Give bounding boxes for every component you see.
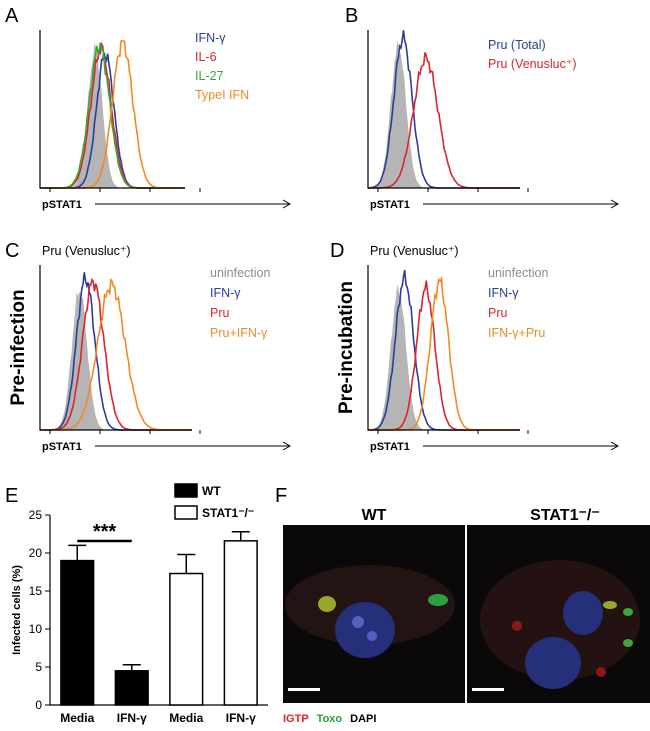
legend-entry: Pru (Total) xyxy=(488,38,546,52)
x-arrow-head xyxy=(282,441,292,451)
legend-entry: IFN-γ xyxy=(195,31,226,45)
y-tick-label: 5 xyxy=(35,660,42,674)
histogram-panel: C Pru (Venusluc⁺) Pre-infection pSTAT1 uninf… xyxy=(5,240,292,453)
stain-label: DAPI xyxy=(350,713,376,725)
panel-label: D xyxy=(330,240,344,262)
bar xyxy=(60,559,95,706)
panel-subtitle: Pru (Venusluc⁺) xyxy=(42,244,131,258)
x-arrow-head xyxy=(610,199,620,209)
y-tick-label: 15 xyxy=(29,584,43,598)
panel-label: B xyxy=(345,5,358,27)
x-tick-label: Media xyxy=(169,711,203,725)
y-tick-label: 20 xyxy=(29,546,43,560)
error-bar xyxy=(177,553,196,574)
legend-swatch xyxy=(174,505,198,520)
error-bar xyxy=(122,663,141,671)
legend-entry: uninfection xyxy=(488,266,549,280)
legend-entry: IFN-γ xyxy=(488,286,519,300)
axes xyxy=(39,30,185,189)
y-tick-label: 0 xyxy=(35,698,42,712)
legend-swatch xyxy=(174,483,198,498)
legend-entry: Pru xyxy=(210,306,230,320)
y-axis-label: Pre-infection xyxy=(8,289,29,405)
x-tick-label: IFN-γ xyxy=(117,711,147,725)
micrograph-stat1 xyxy=(467,525,650,703)
bar xyxy=(114,670,149,706)
legend-entry: STAT1⁻/⁻ xyxy=(202,506,254,520)
legend-entry: IFN-γ xyxy=(210,286,241,300)
legend-entry: IL-6 xyxy=(195,50,217,64)
panel-label: C xyxy=(5,240,19,262)
bar xyxy=(169,572,204,706)
panel-label: A xyxy=(5,5,19,27)
axes xyxy=(39,265,192,431)
x-axis-label: pSTAT1 xyxy=(42,441,82,453)
image-title: STAT1⁻/⁻ xyxy=(530,507,600,524)
legend-entry: IL-27 xyxy=(195,69,224,83)
panel-label: F xyxy=(275,485,287,507)
y-tick-label: 10 xyxy=(29,622,43,636)
histogram-fill xyxy=(368,284,520,430)
error-bar xyxy=(231,530,250,541)
y-tick-label: 25 xyxy=(29,508,43,522)
y-axis-label: Pre-incubation xyxy=(336,281,357,414)
legend-entry: uninfection xyxy=(210,266,271,280)
axes xyxy=(367,30,520,189)
legend-entry: TypeI IFN xyxy=(195,88,249,102)
bar xyxy=(223,540,258,706)
annotation: *** xyxy=(93,521,117,543)
error-bar xyxy=(68,544,87,561)
x-arrow-head xyxy=(610,441,620,451)
stain-label: Toxo xyxy=(317,713,343,725)
x-axis-label: pSTAT1 xyxy=(370,441,410,453)
panel-label: E xyxy=(5,485,18,507)
histogram-line xyxy=(40,277,192,431)
legend-entry: Pru xyxy=(488,306,508,320)
y-axis-label: Infected cells (%) xyxy=(11,565,23,655)
micrograph-wt xyxy=(283,525,465,703)
legend-entry: IFN-γ+Pru xyxy=(488,326,545,340)
x-axis-label: pSTAT1 xyxy=(42,199,82,211)
x-axis-label: pSTAT1 xyxy=(370,199,410,211)
histogram-fill xyxy=(40,291,192,430)
x-tick-label: Media xyxy=(60,711,94,725)
histogram-line xyxy=(40,41,185,189)
histogram-line xyxy=(40,277,192,431)
histogram-panel: D Pru (Venusluc⁺) Pre-incubation pSTAT1 unin… xyxy=(330,240,620,453)
legend-entry: Pru+IFN-γ xyxy=(210,326,268,340)
stain-label: IGTP xyxy=(283,713,309,725)
axes xyxy=(367,265,520,431)
x-tick-label: IFN-γ xyxy=(226,711,256,725)
panel-subtitle: Pru (Venusluc⁺) xyxy=(370,244,459,258)
legend-entry: WT xyxy=(202,484,221,498)
legend-entry: Pru (Venusluc⁺) xyxy=(488,57,577,71)
image-title: WT xyxy=(362,507,387,524)
x-arrow-head xyxy=(282,199,292,209)
